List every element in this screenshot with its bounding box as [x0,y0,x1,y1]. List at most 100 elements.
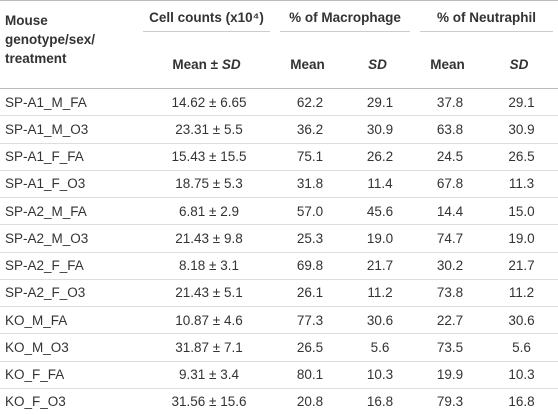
row-label: SP-A2_M_FA [0,198,138,225]
table-cell: 30.6 [340,307,415,334]
table-cell: 77.3 [275,307,340,334]
table-cell: 21.7 [480,252,558,279]
table-cell: 79.3 [415,388,480,415]
table-cell: 16.8 [480,388,558,415]
table-cell: 36.2 [275,116,340,143]
table-cell: 24.5 [415,143,480,170]
table-cell: 16.8 [340,388,415,415]
table-cell: 75.1 [275,143,340,170]
table-cell: 26.5 [480,143,558,170]
table-cell: 74.7 [415,225,480,252]
row-label: SP-A2_M_O3 [0,225,138,252]
table-cell: 69.8 [275,252,340,279]
table-cell: 30.9 [480,116,558,143]
subheader-cell: SD [340,41,415,89]
table-cell: 11.2 [340,279,415,306]
subheader-cell: Mean ± SD [138,41,275,89]
table-cell: 21.43 ± 9.8 [138,225,275,252]
table-cell: 6.81 ± 2.9 [138,198,275,225]
table-cell: 21.7 [340,252,415,279]
page: Mouse genotype/sex/ treatment Cell count… [0,0,558,403]
header-cell: % of Neutraphil [420,10,553,32]
header-cell: % of Macrophage [280,10,410,32]
table-cell: 29.1 [340,89,415,116]
table-cell: 5.6 [340,334,415,361]
table-cell: 31.56 ± 15.6 [138,388,275,415]
header-group: Cell counts (x10⁴) [138,1,275,42]
table-cell: 45.6 [340,198,415,225]
row-label: SP-A1_F_O3 [0,170,138,197]
table-cell: 62.2 [275,89,340,116]
table-cell: 57.0 [275,198,340,225]
row-label: KO_F_O3 [0,388,138,415]
table-cell: 80.1 [275,361,340,388]
row-label: SP-A2_F_O3 [0,279,138,306]
table-cell: 19.0 [340,225,415,252]
table-cell: 5.6 [480,334,558,361]
row-label: KO_M_FA [0,307,138,334]
table-cell: 73.5 [415,334,480,361]
table-cell: 23.31 ± 5.5 [138,116,275,143]
table-cell: 21.43 ± 5.1 [138,279,275,306]
table-cell: 14.4 [415,198,480,225]
table-cell: 8.18 ± 3.1 [138,252,275,279]
row-label: KO_M_O3 [0,334,138,361]
table-cell: 19.0 [480,225,558,252]
table-cell: 31.87 ± 7.1 [138,334,275,361]
table-cell: 9.31 ± 3.4 [138,361,275,388]
table-cell: 10.3 [480,361,558,388]
table-cell: 73.8 [415,279,480,306]
row-label: SP-A1_F_FA [0,143,138,170]
row-label: SP-A1_M_O3 [0,116,138,143]
table-cell: 63.8 [415,116,480,143]
table-cell: 10.3 [340,361,415,388]
table-cell: 22.7 [415,307,480,334]
table-cell: 18.75 ± 5.3 [138,170,275,197]
table-cell: 29.1 [480,89,558,116]
table-cell: 31.8 [275,170,340,197]
table-cell: 15.43 ± 15.5 [138,143,275,170]
table-cell: 15.0 [480,198,558,225]
table-cell: 11.2 [480,279,558,306]
table-cell: 14.62 ± 6.65 [138,89,275,116]
table-cell: 25.3 [275,225,340,252]
table-cell: 30.6 [480,307,558,334]
table-cell: 30.9 [340,116,415,143]
table-cell: 20.8 [275,388,340,415]
row-label: SP-A1_M_FA [0,89,138,116]
header-row: Mouse genotype/sex/ treatment Cell count… [0,1,558,42]
header-cell: Cell counts (x10⁴) [143,10,270,32]
table-cell: 10.87 ± 4.6 [138,307,275,334]
header-group: % of Neutraphil [415,1,558,42]
table-cell: 67.8 [415,170,480,197]
table-cell: 11.4 [340,170,415,197]
table-cell: 26.2 [340,143,415,170]
table-cell: 30.2 [415,252,480,279]
table-cell: 26.1 [275,279,340,306]
table-cell: 26.5 [275,334,340,361]
header-group: % of Macrophage [275,1,415,42]
table-cell: 11.3 [480,170,558,197]
row-label: KO_F_FA [0,361,138,388]
row-label: SP-A2_F_FA [0,252,138,279]
table-cell: 19.9 [415,361,480,388]
subheader-cell: Mean [275,41,340,89]
subheader-cell: SD [480,41,558,89]
table-cell: 37.8 [415,89,480,116]
subheader-cell: Mean [415,41,480,89]
header-cell: Mouse genotype/sex/ treatment [0,1,138,89]
